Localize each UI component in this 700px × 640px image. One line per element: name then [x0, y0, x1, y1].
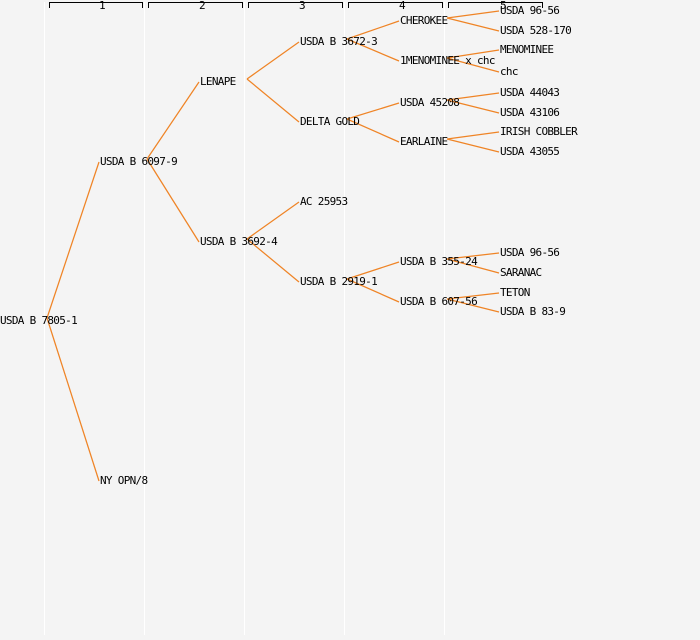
pedigree-edge-usda-45208--usda-43106 [446, 99, 500, 114]
pedigree-edge-lenape--delta-gold [246, 78, 300, 123]
pedigree-edge-earlaine--irish-cobbler [446, 131, 500, 140]
pedigree-edge-delta-gold--usda-45208 [346, 102, 400, 120]
pedigree-edge-usda-b-3672-3--cherokee [346, 20, 400, 40]
pedigree-node-usda-b-355-24: USDA B 355-24 [400, 255, 478, 268]
pedigree-node-usda-b-83-9: USDA B 83-9 [500, 305, 566, 318]
pedigree-node-irish-cobbler: IRISH COBBLER [500, 125, 578, 138]
pedigree-edge-usda-b-3672-3--1menominee-x-chc [346, 38, 400, 62]
generation-label-3: 3 [299, 0, 306, 12]
pedigree-edge-earlaine--usda-43055 [446, 138, 500, 153]
pedigree-node-usda-43106: USDA 43106 [500, 106, 560, 119]
pedigree-node-usda-b-3672-3: USDA B 3672-3 [300, 35, 378, 48]
ruler-bracket [49, 2, 143, 8]
generation-label-4: 4 [399, 0, 406, 12]
pedigree-node-ny-opn-8: NY OPN/8 [100, 474, 148, 487]
pedigree-edge-1menominee-x-chc--menominee [446, 49, 500, 59]
pedigree-edge-usda-b-607-56--usda-b-83-9 [446, 298, 500, 313]
pedigree-node-delta-gold: DELTA GOLD [300, 115, 360, 128]
pedigree-node-usda-b-3692-4: USDA B 3692-4 [200, 235, 278, 248]
pedigree-edge-usda-b-355-24--usda-96-56-b [446, 252, 500, 260]
pedigree-node-usda-44043: USDA 44043 [500, 86, 560, 99]
pedigree-edge-usda-b-355-24--saranac [446, 258, 500, 274]
pedigree-node-ac-25953: AC 25953 [300, 195, 348, 208]
pedigree-node-teton: TETON [500, 286, 530, 299]
pedigree-edge-cherokee--usda-96-56-a [446, 10, 500, 19]
pedigree-node-usda-528-170: USDA 528-170 [500, 24, 572, 37]
pedigree-edge-usda-b-2919-1--usda-b-355-24 [346, 261, 400, 280]
generation-label-5: 5 [500, 0, 507, 12]
pedigree-node-1menominee-x-chc: 1MENOMINEE x chc [400, 54, 495, 67]
pedigree-node-lenape: LENAPE [200, 75, 236, 88]
pedigree-edge-usda-b-2919-1--usda-b-607-56 [346, 278, 400, 303]
pedigree-edge-usda-b-6097-9--usda-b-3692-4 [146, 158, 200, 243]
pedigree-node-chc: chc [500, 65, 518, 78]
pedigree-edge-usda-b-3692-4--usda-b-2919-1 [246, 238, 300, 283]
ruler-bracket [148, 2, 243, 8]
pedigree-node-usda-96-56-b: USDA 96-56 [500, 246, 560, 259]
pedigree-edge-cherokee--usda-528-170 [446, 17, 500, 32]
ruler-bracket [248, 2, 343, 8]
pedigree-edge-lenape--usda-b-3672-3 [246, 41, 300, 80]
pedigree-edge-usda-b-7805-1--ny-opn-8 [46, 317, 100, 482]
pedigree-edge-usda-b-607-56--teton [446, 292, 500, 300]
generation-label-1: 1 [99, 0, 106, 12]
pedigree-node-usda-b-6097-9: USDA B 6097-9 [100, 155, 178, 168]
pedigree-node-earlaine: EARLAINE [400, 135, 448, 148]
generation-label-2: 2 [199, 0, 206, 12]
pedigree-node-saranac: SARANAC [500, 266, 542, 279]
pedigree-node-usda-b-7805-1: USDA B 7805-1 [0, 314, 78, 327]
pedigree-node-usda-b-2919-1: USDA B 2919-1 [300, 275, 378, 288]
pedigree-edge-usda-b-7805-1--usda-b-6097-9 [46, 161, 100, 319]
pedigree-node-menominee: MENOMINEE [500, 43, 554, 56]
pedigree-edge-usda-b-6097-9--lenape [146, 81, 200, 160]
pedigree-node-usda-43055: USDA 43055 [500, 145, 560, 158]
pedigree-edge-delta-gold--earlaine [346, 118, 400, 143]
pedigree-node-usda-96-56-a: USDA 96-56 [500, 4, 560, 17]
pedigree-edge-usda-b-3692-4--ac-25953 [246, 201, 300, 240]
ruler-bracket [448, 2, 543, 8]
pedigree-node-usda-b-607-56: USDA B 607-56 [400, 295, 478, 308]
ruler-bracket [348, 2, 443, 8]
pedigree-edge-usda-45208--usda-44043 [446, 92, 500, 101]
pedigree-edge-1menominee-x-chc--chc [446, 57, 500, 73]
pedigree-node-usda-45208: USDA 45208 [400, 96, 460, 109]
pedigree-node-cherokee: CHEROKEE [400, 14, 448, 27]
